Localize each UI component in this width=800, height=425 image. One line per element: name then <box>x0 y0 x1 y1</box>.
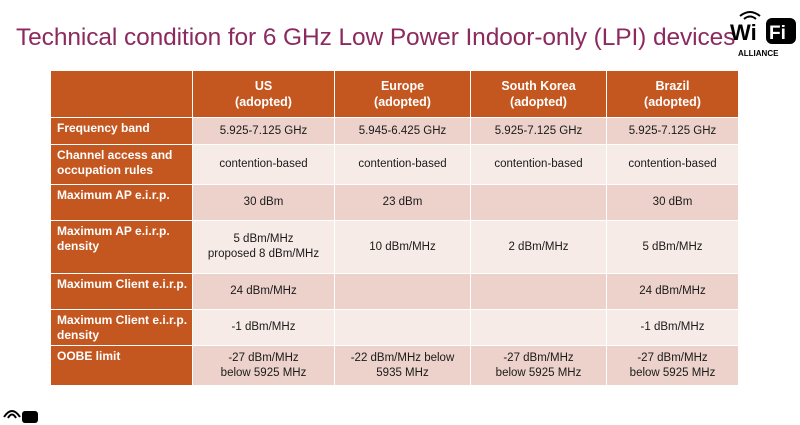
row-label: Channel access and occupation rules <box>50 144 193 185</box>
slide-title: Technical condition for 6 GHz Low Power … <box>16 24 736 51</box>
table-cell: -1 dBm/MHz <box>606 309 739 346</box>
row-label: Maximum AP e.i.r.p. density <box>50 220 193 274</box>
logo-fi-text: Fi <box>769 23 786 44</box>
table-cell: 5.945-6.425 GHz <box>334 117 471 145</box>
table-cell <box>470 184 607 221</box>
table-cell <box>470 309 607 346</box>
row-label: Maximum Client e.i.r.p. density <box>50 309 193 346</box>
table-header-row: US (adopted) Europe (adopted) South Korea(… <box>50 70 739 118</box>
table-cell: contention-based <box>606 144 739 185</box>
header-south-korea: South Korea (adopted) <box>470 70 607 118</box>
table-row: Channel access and occupation rules cont… <box>50 144 739 185</box>
logo-wi-text: Wi <box>730 20 757 45</box>
header-brazil: Brazil (adopted) <box>606 70 739 118</box>
table-row: OOBE limit -27 dBm/MHz below 5925 MHz -22… <box>50 345 739 386</box>
table-cell: 5 dBm/MHz <box>606 220 739 274</box>
table-cell: 5 dBm/MHz proposed 8 dBm/MHz <box>192 220 335 274</box>
table-cell <box>334 309 471 346</box>
table-cell: 24 dBm/MHz <box>606 273 739 310</box>
table-cell: 10 dBm/MHz <box>334 220 471 274</box>
table-cell: -27 dBm/MHz below 5925 MHz <box>192 345 335 386</box>
table-cell: -27 dBm/MHz below 5925 MHz <box>470 345 607 386</box>
wifi-alliance-logo: Wi Fi ALLIANCE <box>730 11 796 58</box>
table-row: Maximum AP e.i.r.p. density 5 dBm/MHz pro… <box>50 220 739 274</box>
table-cell: 30 dBm <box>606 184 739 221</box>
table-cell: 5.925-7.125 GHz <box>192 117 335 145</box>
logo-alliance-text: ALLIANCE <box>738 49 779 58</box>
table-cell: contention-based <box>470 144 607 185</box>
row-label: Frequency band <box>50 117 193 145</box>
table-cell <box>470 273 607 310</box>
table-cell: 5.925-7.125 GHz <box>470 117 607 145</box>
table-row: Maximum Client e.i.r.p. density -1 dBm/M… <box>50 309 739 346</box>
row-label: Maximum AP e.i.r.p. <box>50 184 193 221</box>
header-corner-cell <box>50 70 193 118</box>
table-cell <box>334 273 471 310</box>
table-cell: 5.925-7.125 GHz <box>606 117 739 145</box>
table-cell: contention-based <box>192 144 335 185</box>
table-cell: contention-based <box>334 144 471 185</box>
table-row: Maximum Client e.i.r.p. 24 dBm/MHz 24 dB… <box>50 273 739 310</box>
table-row: Frequency band 5.925-7.125 GHz 5.945-6.4… <box>50 117 739 145</box>
table-cell: -22 dBm/MHz below 5935 MHz <box>334 345 471 386</box>
wifi-alliance-small-logo <box>3 410 38 423</box>
table-cell: 24 dBm/MHz <box>192 273 335 310</box>
table-cell: -1 dBm/MHz <box>192 309 335 346</box>
table-cell: 2 dBm/MHz <box>470 220 607 274</box>
header-europe: Europe (adopted) <box>334 70 471 118</box>
row-label: OOBE limit <box>50 345 193 386</box>
row-label: Maximum Client e.i.r.p. <box>50 273 193 310</box>
technical-conditions-table: US (adopted) Europe (adopted) South Korea(… <box>50 70 739 386</box>
table-cell: 23 dBm <box>334 184 471 221</box>
header-us: US (adopted) <box>192 70 335 118</box>
table-cell: 30 dBm <box>192 184 335 221</box>
table-cell: -27 dBm/MHz below 5925 MHz <box>606 345 739 386</box>
table-row: Maximum AP e.i.r.p. 30 dBm 23 dBm 30 dBm <box>50 184 739 221</box>
